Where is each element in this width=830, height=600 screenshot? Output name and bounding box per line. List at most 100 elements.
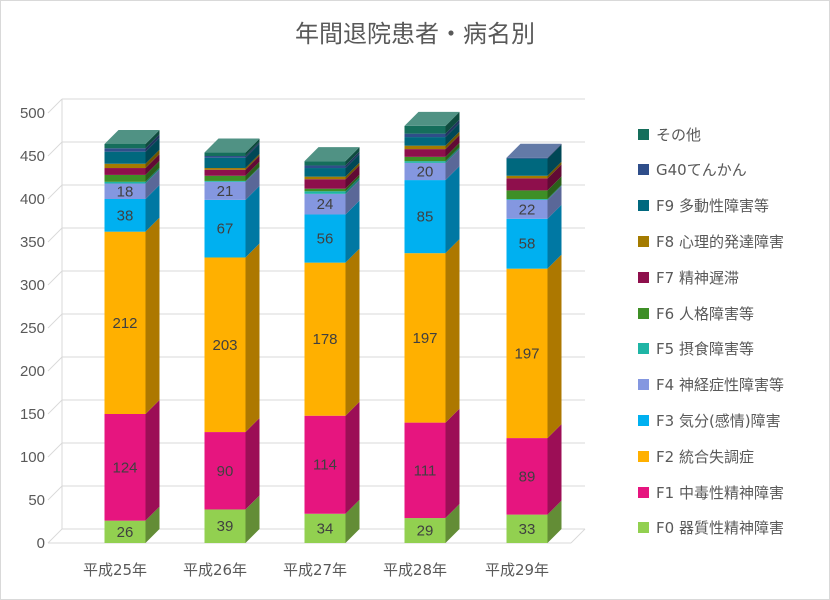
bar-segment: [104, 414, 146, 521]
bar-segment: [204, 257, 246, 433]
data-label: 29: [417, 523, 434, 540]
bar-top: [404, 111, 460, 126]
bar-segment: [204, 156, 246, 158]
legend-label: F1 中毒性精神障害: [656, 483, 784, 502]
bar-segment: [506, 199, 548, 200]
bar-segment: [204, 181, 246, 200]
y-tick-label: 300: [20, 277, 45, 294]
y-tick-label: 400: [20, 191, 45, 208]
legend-item: F6 人格障害等: [638, 303, 754, 323]
data-label: 56: [317, 231, 334, 248]
legend-swatch: [638, 379, 649, 391]
gridline-depth: [47, 313, 63, 329]
bar-segment-side: [547, 185, 562, 200]
bar-segment-side: [145, 149, 160, 169]
bar-segment: [404, 156, 446, 162]
data-label: 67: [217, 221, 234, 238]
bar-segment-side: [445, 148, 460, 181]
bar-segment-side: [145, 506, 160, 543]
bar-segment: [304, 161, 346, 166]
gridline-depth: [47, 528, 63, 544]
bar-segment: [506, 190, 548, 199]
bar-segment-side: [547, 161, 562, 179]
legend-swatch: [638, 128, 649, 140]
y-tick-label: 450: [20, 148, 45, 165]
bar-segment-side: [345, 151, 360, 169]
bar-segment: [404, 180, 446, 254]
bar-segment-side: [445, 504, 460, 543]
bar-segment: [304, 179, 346, 189]
bar-segment: [104, 168, 146, 175]
bar-segment: [204, 168, 246, 170]
y-tick-label: 0: [37, 535, 45, 552]
bar-segment: [404, 145, 446, 150]
bar-segment: [506, 158, 548, 176]
bar-segment-side: [145, 134, 160, 152]
gridline-depth: [47, 399, 63, 415]
y-tick-label: 250: [20, 320, 45, 337]
bar-segment: [404, 518, 446, 543]
x-tick-label: 平成29年: [485, 561, 549, 579]
x-tick-label: 平成25年: [83, 561, 147, 579]
bar-segment: [304, 191, 346, 194]
bar-segment: [204, 152, 246, 156]
data-label: 18: [117, 183, 134, 200]
bar-segment: [104, 199, 146, 232]
legend-label: F3 気分(感情)障害: [656, 411, 781, 430]
legend-item: F1 中毒性精神障害: [638, 482, 784, 502]
legend-swatch: [638, 343, 649, 355]
legend-label: F0 器質性精神障害: [656, 519, 784, 538]
bar-segment-side: [547, 164, 562, 191]
bar-segment: [104, 181, 146, 184]
y-tick-label: 100: [20, 449, 45, 466]
bar-segment: [104, 151, 146, 164]
bar-segment-side: [445, 135, 460, 157]
bar-segment-side: [145, 217, 160, 414]
bar-segment: [506, 268, 548, 439]
x-tick-label: 平成26年: [183, 561, 247, 579]
legend-item: F3 気分(感情)障害: [638, 410, 781, 430]
legend-label: F2 統合失調症: [656, 447, 754, 466]
legend-label: F4 神経症性障害等: [656, 376, 784, 395]
bar-top: [204, 138, 260, 153]
legend-swatch: [638, 235, 649, 247]
bar-segment: [506, 157, 548, 159]
legend-swatch: [638, 522, 649, 534]
bar-segment-side: [445, 239, 460, 423]
bar-segment-side: [245, 142, 260, 158]
gridline-depth: [47, 485, 63, 501]
data-label: 22: [519, 201, 536, 218]
legend-item: F9 多動性障害等: [638, 196, 769, 216]
bar-segment-side: [345, 179, 360, 215]
bar-segment: [204, 432, 246, 510]
legend-swatch: [638, 164, 649, 176]
data-label: 114: [313, 457, 337, 474]
bar-segment-side: [445, 147, 460, 163]
bar-segment: [506, 218, 548, 269]
bar-segment-side: [445, 119, 460, 138]
data-label: 34: [317, 520, 334, 537]
bar-segment: [404, 161, 446, 163]
bar-segment-side: [547, 144, 562, 176]
gridline-depth: [47, 141, 63, 157]
bar-segment-side: [547, 500, 562, 543]
bar-segment: [506, 175, 548, 179]
y-tick-label: 350: [20, 234, 45, 251]
bar-segment-side: [145, 160, 160, 182]
legend-label: F7 精神遅滞: [656, 268, 739, 287]
legend-item: G40てんかん: [638, 160, 747, 180]
bar-segment: [404, 133, 446, 138]
data-label: 20: [417, 163, 434, 180]
bar-segment-side: [345, 174, 360, 192]
bar-segment: [304, 415, 346, 514]
bar-segment: [404, 125, 446, 134]
data-label: 212: [112, 315, 137, 332]
bar-segment: [304, 214, 346, 263]
bar-segment: [204, 169, 246, 176]
y-tick-label: 200: [20, 363, 45, 380]
bar-segment-side: [547, 176, 562, 199]
bar-segment-side: [145, 400, 160, 521]
bar-segment: [104, 520, 146, 543]
data-label: 26: [117, 524, 134, 541]
bar-segment-side: [547, 204, 562, 269]
